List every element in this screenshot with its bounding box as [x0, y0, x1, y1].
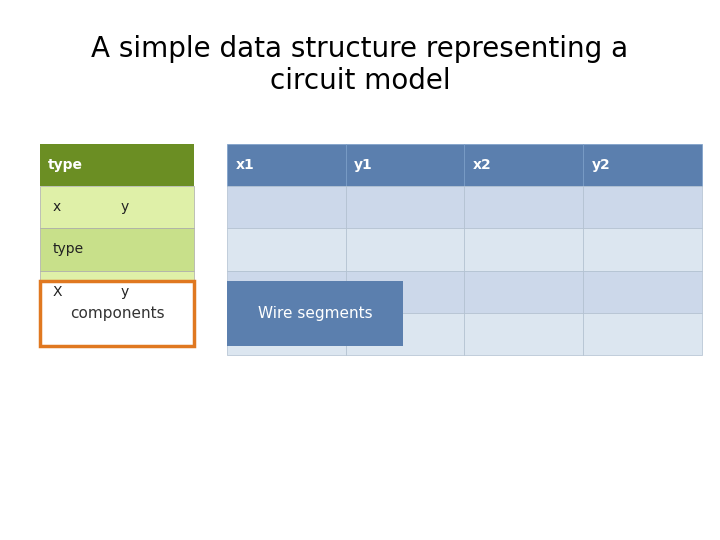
FancyBboxPatch shape [464, 228, 583, 271]
FancyBboxPatch shape [583, 144, 702, 186]
FancyBboxPatch shape [40, 186, 194, 228]
FancyBboxPatch shape [227, 313, 346, 355]
FancyBboxPatch shape [464, 271, 583, 313]
FancyBboxPatch shape [464, 186, 583, 228]
FancyBboxPatch shape [346, 271, 464, 313]
FancyBboxPatch shape [40, 281, 194, 346]
FancyBboxPatch shape [346, 186, 464, 228]
FancyBboxPatch shape [464, 313, 583, 355]
FancyBboxPatch shape [346, 228, 464, 271]
Text: y: y [120, 200, 128, 214]
Text: type: type [53, 242, 84, 256]
FancyBboxPatch shape [583, 313, 702, 355]
Text: y2: y2 [592, 158, 611, 172]
Text: y: y [120, 285, 128, 299]
FancyBboxPatch shape [40, 271, 194, 313]
FancyBboxPatch shape [346, 144, 464, 186]
Text: y1: y1 [354, 158, 373, 172]
Text: x2: x2 [473, 158, 492, 172]
FancyBboxPatch shape [40, 144, 194, 186]
FancyBboxPatch shape [346, 313, 464, 355]
Text: X: X [53, 285, 62, 299]
Text: A simple data structure representing a
circuit model: A simple data structure representing a c… [91, 35, 629, 95]
Text: type: type [48, 158, 84, 172]
FancyBboxPatch shape [583, 186, 702, 228]
FancyBboxPatch shape [227, 271, 346, 313]
FancyBboxPatch shape [227, 228, 346, 271]
FancyBboxPatch shape [227, 281, 403, 346]
Text: x: x [53, 200, 60, 214]
FancyBboxPatch shape [40, 228, 194, 271]
FancyBboxPatch shape [583, 271, 702, 313]
FancyBboxPatch shape [464, 144, 583, 186]
FancyBboxPatch shape [583, 228, 702, 271]
Text: components: components [70, 306, 164, 321]
Text: x1: x1 [235, 158, 254, 172]
FancyBboxPatch shape [227, 186, 346, 228]
Text: Wire segments: Wire segments [258, 306, 372, 321]
FancyBboxPatch shape [227, 144, 346, 186]
